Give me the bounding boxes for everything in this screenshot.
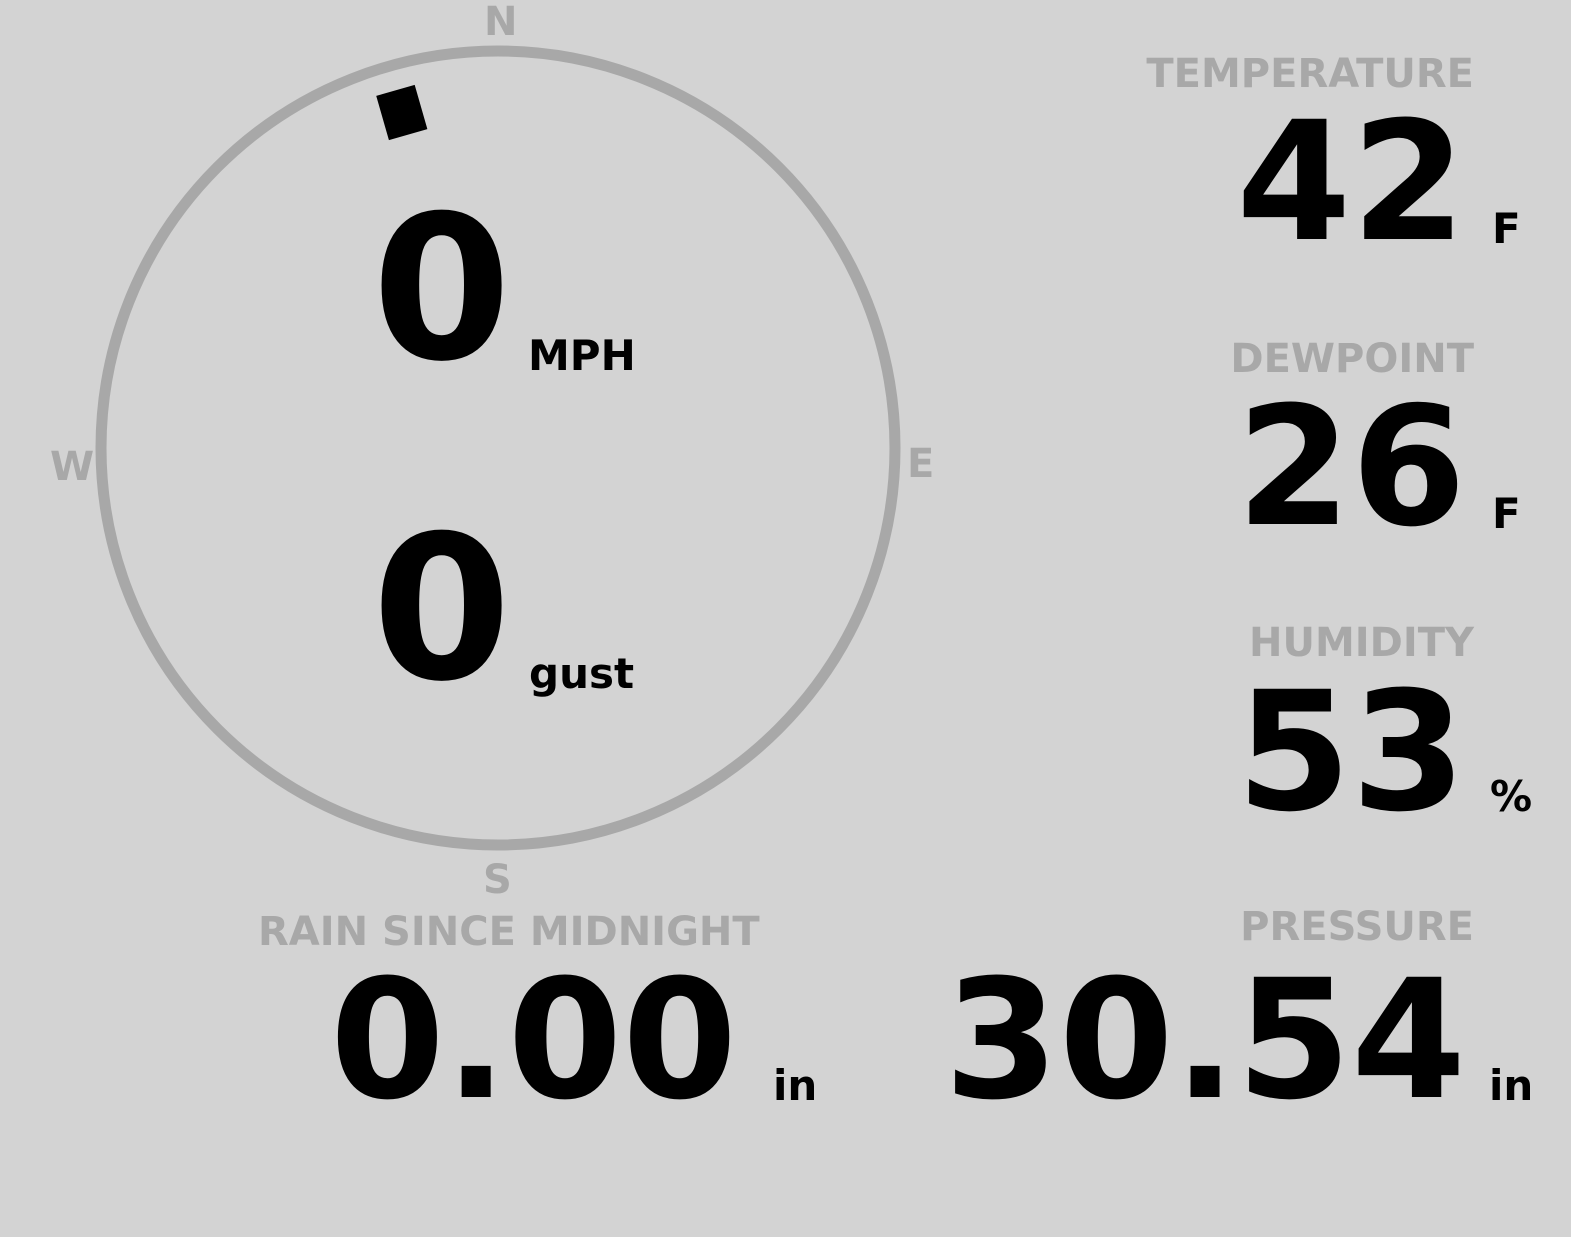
temperature-unit: F (1492, 204, 1521, 253)
pressure-card: PRESSURE (1240, 905, 1474, 949)
wind-compass (95, 45, 901, 851)
compass-ring (95, 45, 901, 851)
pressure-value: 30.54 (944, 944, 1466, 1136)
rain-value: 0.00 (330, 944, 738, 1136)
pressure-unit: in (1489, 1061, 1534, 1110)
temperature-card: TEMPERATURE (1146, 52, 1474, 96)
wind-direction-needle (376, 84, 428, 141)
humidity-label: HUMIDITY (1249, 620, 1474, 666)
dewpoint-card: DEWPOINT (1230, 337, 1474, 381)
temperature-value: 42 (1236, 86, 1466, 278)
humidity-unit: % (1490, 772, 1533, 821)
rain-label: RAIN SINCE MIDNIGHT (258, 909, 760, 955)
wind-gust-value: 0 (372, 493, 512, 726)
rain-unit: in (773, 1061, 818, 1110)
wind-gust-unit: gust (529, 649, 635, 698)
compass-east: E (907, 441, 935, 487)
pressure-label: PRESSURE (1240, 904, 1474, 950)
wind-speed-value: 0 (372, 173, 512, 406)
temperature-label: TEMPERATURE (1146, 51, 1474, 97)
compass-west: W (50, 444, 95, 490)
dewpoint-unit: F (1492, 489, 1521, 538)
humidity-card: HUMIDITY (1249, 621, 1474, 665)
wind-speed-unit: MPH (528, 331, 636, 380)
compass-south: S (483, 857, 512, 903)
humidity-value: 53 (1236, 656, 1466, 848)
compass-north: N (484, 0, 518, 45)
dewpoint-label: DEWPOINT (1230, 336, 1474, 382)
dewpoint-value: 26 (1236, 371, 1466, 563)
